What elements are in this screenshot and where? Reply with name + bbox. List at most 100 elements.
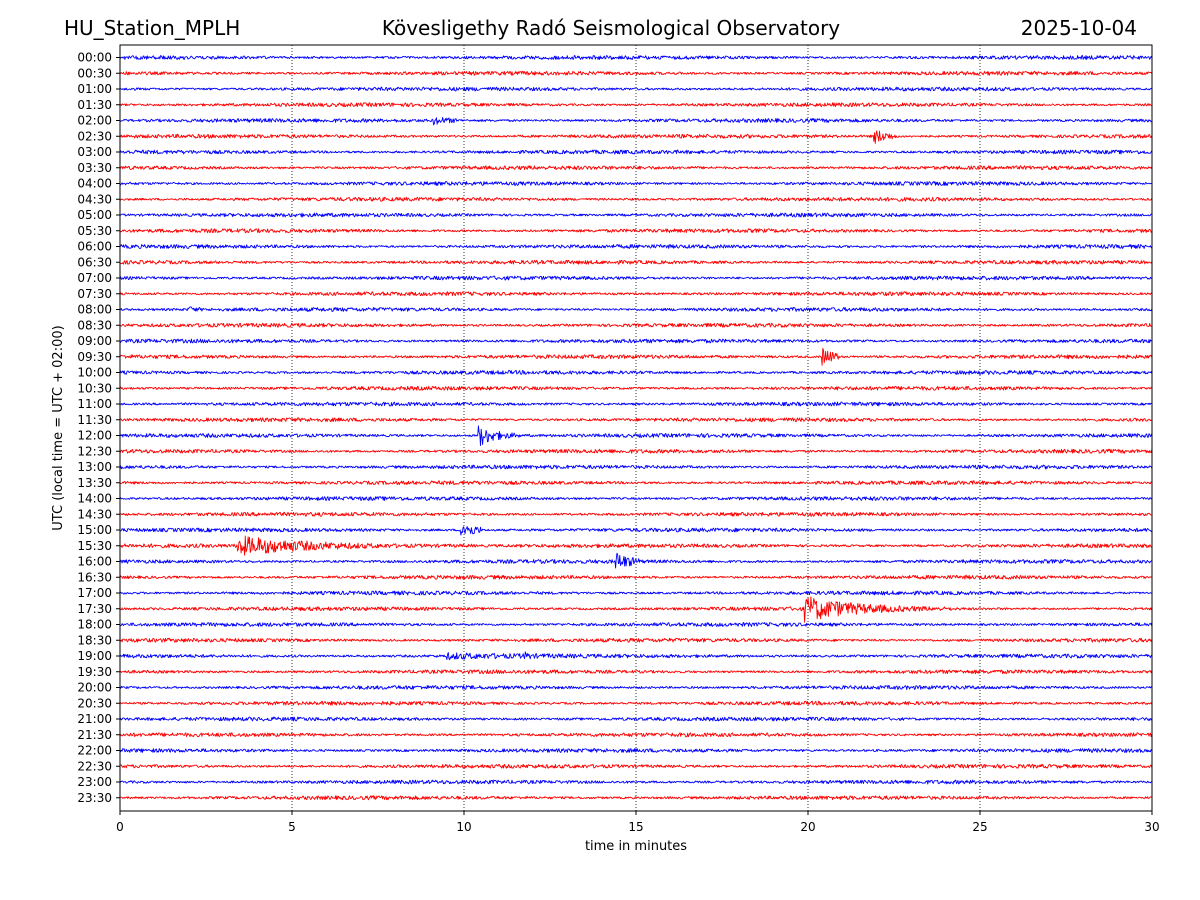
y-tick-label: 17:00: [77, 586, 112, 600]
trace-row-0230: [119, 130, 1153, 144]
y-tick-label: 20:30: [77, 696, 112, 710]
trace-row-0300: [119, 149, 1153, 155]
y-tick-label: 15:00: [77, 523, 112, 537]
y-tick-label: 04:00: [77, 177, 112, 191]
y-tick-label: 03:00: [77, 145, 112, 159]
plot-frame: [119, 44, 1153, 812]
trace-row-2130: [119, 732, 1153, 738]
trace-row-2330: [119, 795, 1152, 801]
trace-row-0730: [119, 291, 1153, 297]
trace-row-0100: [119, 86, 1153, 92]
x-tick-label: 20: [800, 820, 815, 834]
y-tick-label: 16:00: [77, 555, 112, 569]
trace-row-0500: [119, 212, 1152, 218]
y-tick-label: 23:30: [77, 791, 112, 805]
trace-row-1500: [119, 526, 1153, 536]
y-tick-label: 18:00: [77, 618, 112, 632]
y-tick-label: 08:00: [77, 303, 112, 317]
trace-row-1100: [119, 401, 1152, 407]
trace-row-0400: [119, 181, 1152, 186]
y-tick-label: 21:30: [77, 728, 112, 742]
x-tick-label: 15: [628, 820, 643, 834]
y-tick-label: 11:00: [77, 397, 112, 411]
trace-row-1900: [119, 651, 1153, 661]
trace-row-1530: [119, 535, 1153, 556]
y-tick-label: 14:00: [77, 492, 112, 506]
y-tick-label: 15:30: [77, 539, 112, 553]
trace-row-2300: [119, 779, 1153, 785]
y-tick-label: 01:30: [77, 98, 112, 112]
trace-row-0130: [119, 102, 1152, 108]
trace-row-1430: [119, 511, 1152, 517]
y-tick-label: 12:00: [77, 429, 112, 443]
chart-date: 2025-10-04: [1021, 16, 1137, 40]
trace-row-2100: [119, 716, 1153, 722]
trace-row-0200: [119, 116, 1153, 126]
trace-row-1330: [119, 480, 1152, 486]
x-axis-label: time in minutes: [585, 839, 687, 854]
y-tick-label: 04:30: [77, 192, 112, 206]
chart-title: Kövesligethy Radó Seismological Observat…: [382, 16, 840, 40]
y-tick-label: 02:00: [77, 114, 112, 128]
y-tick-label: 02:30: [77, 129, 112, 143]
trace-row-0030: [119, 70, 1153, 76]
trace-row-0830: [119, 322, 1152, 328]
trace-row-1800: [119, 622, 1153, 627]
y-tick-label: 13:00: [77, 460, 112, 474]
y-tick-label: 03:30: [77, 161, 112, 175]
x-tick-label: 0: [116, 820, 124, 834]
y-tick-label: 16:30: [77, 570, 112, 584]
trace-row-1600: [119, 552, 1153, 569]
x-tick-label: 30: [1144, 820, 1159, 834]
y-tick-label: 20:00: [77, 681, 112, 695]
y-tick-label: 06:00: [77, 240, 112, 254]
trace-row-0630: [119, 259, 1153, 265]
x-tick-label: 10: [456, 820, 471, 834]
trace-row-1030: [119, 385, 1153, 391]
y-tick-label: 18:30: [77, 633, 112, 647]
y-tick-label: 08:30: [77, 318, 112, 332]
trace-row-0600: [119, 244, 1153, 249]
trace-row-1200: [119, 425, 1153, 446]
trace-row-0000: [119, 55, 1153, 60]
station-name: HU_Station_MPLH: [64, 16, 240, 40]
y-tick-label: 17:30: [77, 602, 112, 616]
y-tick-label: 13:30: [77, 476, 112, 490]
trace-row-0430: [119, 196, 1153, 202]
trace-row-1130: [119, 417, 1152, 423]
y-tick-label: 19:00: [77, 649, 112, 663]
y-axis-label: UTC (local time = UTC + 02:00): [51, 325, 66, 530]
trace-row-1630: [119, 574, 1153, 580]
trace-row-0330: [119, 165, 1153, 171]
y-tick-label: 06:30: [77, 255, 112, 269]
y-tick-label: 09:30: [77, 350, 112, 364]
y-tick-label: 21:00: [77, 712, 112, 726]
y-tick-label: 07:00: [77, 271, 112, 285]
trace-row-1400: [119, 496, 1153, 501]
y-tick-label: 19:30: [77, 665, 112, 679]
x-tick-label: 25: [972, 820, 987, 834]
y-tick-label: 05:00: [77, 208, 112, 222]
trace-row-2030: [119, 700, 1153, 706]
trace-row-1700: [119, 590, 1152, 596]
x-axis-ticks: 0 5 10 15 20 25 30: [116, 811, 1160, 834]
y-tick-label: 05:30: [77, 224, 112, 238]
y-tick-label: 09:00: [77, 334, 112, 348]
trace-row-2200: [119, 748, 1153, 753]
trace-row-1300: [119, 464, 1153, 470]
y-tick-label: 01:00: [77, 82, 112, 96]
y-tick-label: 10:30: [77, 381, 112, 395]
trace-row-0930: [119, 347, 1153, 366]
y-tick-label: 22:00: [77, 744, 112, 758]
trace-row-0900: [119, 338, 1152, 344]
trace-row-1000: [119, 370, 1153, 375]
trace-row-1730: [119, 596, 1153, 623]
y-tick-label: 22:30: [77, 759, 112, 773]
trace-row-2230: [119, 763, 1153, 769]
trace-row-2000: [119, 685, 1153, 690]
y-tick-label: 12:30: [77, 444, 112, 458]
trace-row-1830: [119, 637, 1153, 643]
y-tick-label: 11:30: [77, 413, 112, 427]
